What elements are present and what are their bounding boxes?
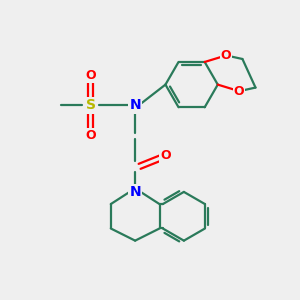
Text: O: O xyxy=(234,85,244,98)
Text: O: O xyxy=(221,49,231,62)
Text: S: S xyxy=(85,98,96,112)
Text: O: O xyxy=(85,69,96,82)
Text: N: N xyxy=(129,98,141,112)
Text: O: O xyxy=(85,129,96,142)
Text: O: O xyxy=(160,149,171,162)
Text: N: N xyxy=(129,185,141,199)
